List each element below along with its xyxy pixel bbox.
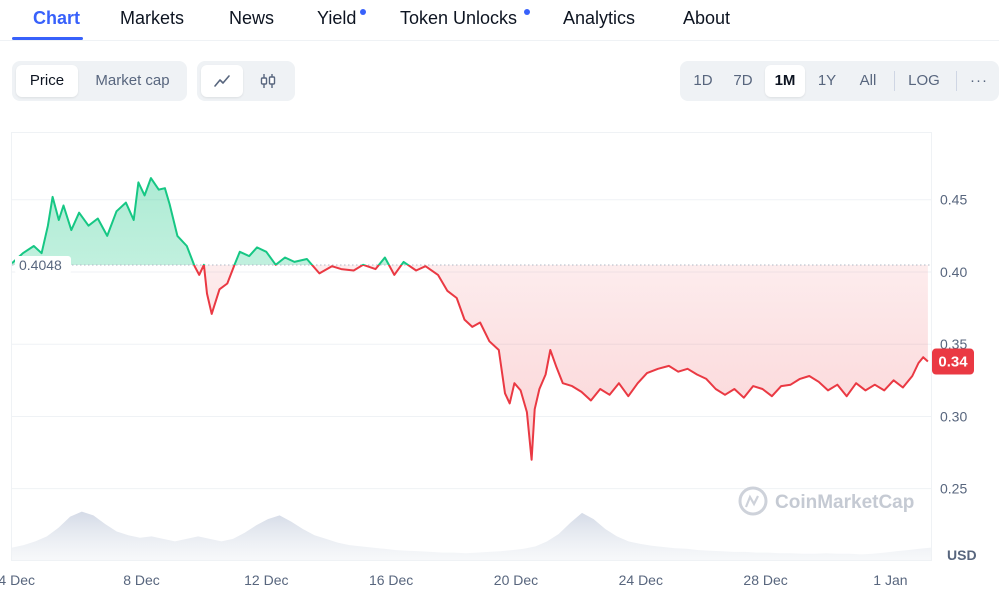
tab-analytics[interactable]: Analytics [563, 8, 636, 28]
x-tick-label: 20 Dec [494, 572, 538, 588]
chart-type-toggle [197, 61, 295, 101]
tab-bar: Chart Markets News Yield Token Unlocks A… [0, 0, 999, 41]
y-tick-label: 0.40 [940, 264, 967, 280]
tab-about[interactable]: About [683, 8, 731, 28]
reference-label-bg [15, 256, 71, 275]
x-tick-label: 24 Dec [619, 572, 663, 588]
token-unlocks-new-dot [524, 9, 530, 15]
range-divider [894, 71, 895, 91]
yield-new-dot [360, 9, 366, 15]
x-tick-label: 8 Dec [123, 572, 160, 588]
y-tick-label: 0.30 [940, 408, 967, 424]
price-line-down [193, 265, 929, 461]
more-options-button[interactable]: ··· [970, 72, 988, 89]
tab-token-unlocks[interactable]: Token Unlocks [400, 8, 518, 28]
current-price-label: 0.34 [938, 354, 968, 371]
x-tick-label: 4 Dec [0, 572, 35, 588]
price-area-up [12, 178, 928, 266]
candlestick-icon [260, 74, 276, 88]
active-tab-underline [12, 37, 83, 40]
market-cap-button[interactable]: Market cap [95, 72, 170, 89]
tab-yield[interactable]: Yield [317, 8, 357, 28]
price-area-down [194, 265, 928, 460]
y-tick-label: 0.35 [940, 336, 967, 352]
chart-frame [11, 132, 932, 561]
price-line-up [12, 177, 410, 266]
tab-markets[interactable]: Markets [120, 8, 185, 28]
tab-news[interactable]: News [229, 8, 275, 28]
x-tick-label: 12 Dec [244, 572, 288, 588]
range-1y[interactable]: 1Y [817, 72, 837, 89]
range-all[interactable]: All [859, 72, 877, 89]
x-tick-label: 1 Jan [873, 572, 907, 588]
price-button[interactable]: Price [16, 65, 78, 97]
watermark-text: CoinMarketCap [775, 492, 914, 513]
x-tick-label: 28 Dec [743, 572, 787, 588]
y-tick-label: 0.25 [940, 481, 967, 497]
range-7d[interactable]: 7D [733, 72, 753, 89]
log-scale-button[interactable]: LOG [908, 72, 940, 89]
range-1m[interactable]: 1M [765, 65, 805, 97]
tab-chart[interactable]: Chart [33, 8, 81, 28]
volume-area [12, 511, 931, 560]
current-price-badge [932, 348, 974, 375]
y-tick-label: 0.45 [940, 192, 967, 208]
currency-label: USD [947, 547, 977, 563]
line-chart-icon [214, 75, 230, 87]
x-tick-label: 16 Dec [369, 572, 413, 588]
range-1d[interactable]: 1D [693, 72, 713, 89]
price-marketcap-toggle: Price Market cap [12, 61, 187, 101]
range-selector: 1D 7D 1M 1Y All LOG ··· [680, 61, 999, 101]
coinmarketcap-logo-mark [744, 494, 759, 508]
range-divider-2 [956, 71, 957, 91]
candlestick-button[interactable] [247, 65, 289, 97]
watermark: CoinMarketCap [738, 486, 914, 516]
line-chart-button[interactable] [201, 65, 243, 97]
reference-price-label: 0.4048 [19, 257, 62, 273]
coinmarketcap-logo-icon [738, 486, 768, 516]
